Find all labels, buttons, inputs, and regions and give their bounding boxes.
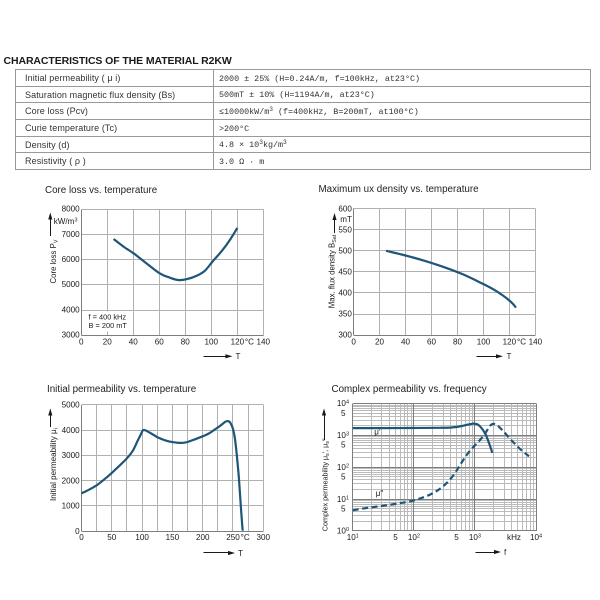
svg-text:140: 140 <box>257 337 271 346</box>
svg-text:350: 350 <box>338 310 352 319</box>
svg-text:600: 600 <box>338 204 352 213</box>
svg-text:Complex permeability vs. frequ: Complex permeability vs. frequency <box>332 384 487 395</box>
svg-text:100: 100 <box>337 527 349 536</box>
svg-text:5000: 5000 <box>62 401 81 410</box>
svg-text:3000: 3000 <box>62 331 81 340</box>
svg-text:104: 104 <box>530 533 542 542</box>
svg-text:5: 5 <box>341 504 346 513</box>
svg-text:f = 400 kHz: f = 400 kHz <box>89 313 127 322</box>
svg-text:300: 300 <box>257 533 271 542</box>
svg-text:0: 0 <box>351 337 356 346</box>
svg-text:T: T <box>507 352 512 361</box>
svg-text:6000: 6000 <box>62 255 81 264</box>
svg-text:40: 40 <box>401 337 411 346</box>
svg-text:μ″: μ″ <box>376 489 384 498</box>
svg-text:Max. flux density BSat: Max. flux density BSat <box>328 234 339 308</box>
svg-text:102: 102 <box>337 463 349 472</box>
svg-text:104: 104 <box>337 399 349 408</box>
svg-text:300: 300 <box>338 331 352 340</box>
svg-text:50: 50 <box>107 533 117 542</box>
svg-text:60: 60 <box>427 337 437 346</box>
svg-text:200: 200 <box>196 533 210 542</box>
svg-text:8000: 8000 <box>62 205 81 214</box>
svg-text:500: 500 <box>338 246 352 255</box>
svg-text:80: 80 <box>453 337 463 346</box>
svg-text:4000: 4000 <box>62 305 81 314</box>
svg-text:450: 450 <box>338 268 352 277</box>
svg-text:°C: °C <box>241 533 250 542</box>
svg-text:Complex permeability μs′, μs″: Complex permeability μs′, μs″ <box>321 438 332 531</box>
svg-text:5: 5 <box>341 441 346 450</box>
svg-text:20: 20 <box>103 337 113 346</box>
svg-text:0: 0 <box>79 533 84 542</box>
svg-text:102: 102 <box>408 533 420 542</box>
svg-text:Core loss vs. temperature: Core loss vs. temperature <box>45 185 158 196</box>
svg-text:40: 40 <box>129 337 139 346</box>
svg-text:°C: °C <box>245 337 254 346</box>
svg-text:Initial permeability vs. tempe: Initial permeability vs. temperature <box>47 384 197 395</box>
svg-text:120: 120 <box>231 337 245 346</box>
svg-text:1000: 1000 <box>62 502 81 511</box>
svg-text:103: 103 <box>469 533 481 542</box>
svg-text:4000: 4000 <box>62 426 81 435</box>
svg-text:400: 400 <box>338 289 352 298</box>
svg-text:250: 250 <box>226 533 240 542</box>
svg-text:kHz: kHz <box>507 533 521 542</box>
svg-text:0: 0 <box>75 527 80 536</box>
svg-text:120: 120 <box>503 337 517 346</box>
svg-text:3000: 3000 <box>62 451 81 460</box>
svg-text:100: 100 <box>135 533 149 542</box>
svg-text:7000: 7000 <box>62 230 81 239</box>
svg-text:5: 5 <box>393 533 398 542</box>
svg-text:140: 140 <box>529 337 543 346</box>
svg-text:550: 550 <box>338 225 352 234</box>
svg-text:20: 20 <box>375 337 385 346</box>
svg-text:103: 103 <box>337 431 349 440</box>
svg-text:T: T <box>236 352 241 361</box>
svg-text:°C: °C <box>517 337 526 346</box>
svg-text:μ′: μ′ <box>374 428 381 437</box>
svg-text:Maximum ux density vs. tempera: Maximum ux density vs. temperature <box>319 184 480 195</box>
svg-text:Initial permeability μi: Initial permeability μi <box>49 428 60 501</box>
svg-text:0: 0 <box>79 337 84 346</box>
svg-text:100: 100 <box>205 337 219 346</box>
svg-text:5: 5 <box>454 533 459 542</box>
svg-text:kW/m3: kW/m3 <box>54 217 78 226</box>
svg-text:5: 5 <box>341 472 346 481</box>
svg-text:101: 101 <box>347 533 359 542</box>
svg-text:2000: 2000 <box>62 476 81 485</box>
svg-text:100: 100 <box>477 337 491 346</box>
svg-text:5000: 5000 <box>62 280 81 289</box>
svg-text:150: 150 <box>166 533 180 542</box>
svg-text:5: 5 <box>341 409 346 418</box>
svg-text:Core loss PV: Core loss PV <box>49 239 60 283</box>
svg-text:f: f <box>504 548 507 557</box>
svg-text:80: 80 <box>181 337 191 346</box>
svg-text:B = 200 mT: B = 200 mT <box>89 321 128 330</box>
svg-text:mT: mT <box>340 215 352 224</box>
svg-text:60: 60 <box>155 337 165 346</box>
svg-text:T: T <box>238 549 243 558</box>
svg-text:101: 101 <box>337 495 349 504</box>
